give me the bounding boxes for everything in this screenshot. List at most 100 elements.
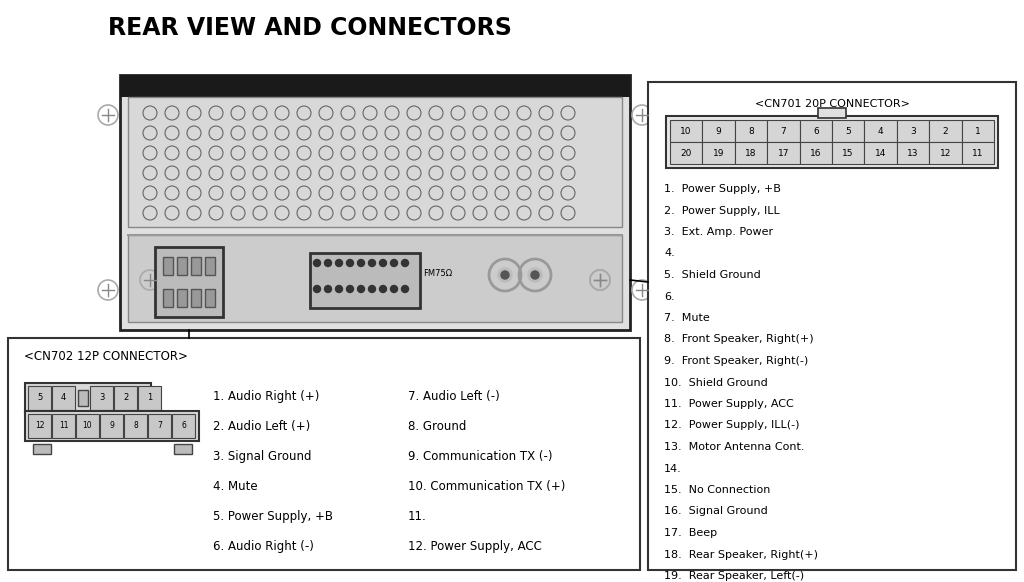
Text: 17.  Beep: 17. Beep [664,528,717,538]
Text: 13: 13 [907,148,919,158]
Circle shape [380,286,386,293]
Bar [735,142,767,164]
Text: 1.  Power Supply, +B: 1. Power Supply, +B [664,184,781,194]
Text: 6: 6 [181,421,186,431]
Text: 10. Communication TX (+): 10. Communication TX (+) [408,480,565,493]
Text: 14: 14 [874,148,887,158]
Bar [702,142,735,164]
Text: 5: 5 [846,126,851,136]
Bar [735,120,767,142]
Bar [767,142,800,164]
Text: 4.: 4. [664,249,675,258]
Text: 5.  Shield Ground: 5. Shield Ground [664,270,761,280]
Bar [90,386,114,410]
Text: 14.: 14. [664,463,682,474]
Bar [25,383,151,413]
Bar [25,411,199,441]
Circle shape [401,286,409,293]
Bar [52,386,75,410]
Bar [124,414,147,438]
Bar [191,257,201,275]
Circle shape [501,271,509,279]
Text: 7: 7 [780,126,786,136]
Bar [28,386,51,410]
Text: 11.: 11. [408,510,427,523]
Bar [177,257,187,275]
Bar [120,75,630,97]
Bar [818,108,846,118]
Text: 18.  Rear Speaker, Right(+): 18. Rear Speaker, Right(+) [664,549,818,559]
Bar [962,120,994,142]
Text: 12. Power Supply, ACC: 12. Power Supply, ACC [408,540,542,553]
Text: 5. Power Supply, +B: 5. Power Supply, +B [213,510,333,523]
Text: 9.  Front Speaker, Right(-): 9. Front Speaker, Right(-) [664,356,808,366]
Text: 1: 1 [975,126,981,136]
Bar [929,120,962,142]
Circle shape [325,260,332,267]
Text: 15.  No Connection: 15. No Connection [664,485,770,495]
Circle shape [369,260,376,267]
Text: 3.  Ext. Amp. Power: 3. Ext. Amp. Power [664,227,773,237]
Text: 17: 17 [777,148,790,158]
Text: 9: 9 [110,421,114,431]
Text: 11: 11 [58,421,69,431]
Text: 12: 12 [940,148,951,158]
Text: 7.  Mute: 7. Mute [664,313,710,323]
Bar [28,414,51,438]
Circle shape [346,286,353,293]
Bar [8,338,640,570]
Bar [864,120,897,142]
Circle shape [531,271,539,279]
Text: 11: 11 [972,148,983,158]
Bar [33,444,51,454]
Text: 6.: 6. [664,292,675,301]
Circle shape [357,260,365,267]
Text: 3: 3 [910,126,915,136]
Text: 12.  Power Supply, ILL(-): 12. Power Supply, ILL(-) [664,421,800,431]
Bar [120,75,630,330]
Bar [52,414,75,438]
Text: 10: 10 [681,126,692,136]
Bar [897,120,929,142]
Bar [702,120,735,142]
Bar [79,390,88,406]
Bar [666,116,998,168]
Bar [138,386,162,410]
Text: 1: 1 [147,393,153,403]
Bar [864,142,897,164]
Text: 8. Ground: 8. Ground [408,420,466,433]
Text: 8: 8 [749,126,754,136]
Bar [648,82,1016,570]
Circle shape [357,286,365,293]
Bar [205,257,215,275]
Bar [670,120,702,142]
Bar [670,142,702,164]
Text: 4: 4 [60,393,67,403]
Circle shape [325,286,332,293]
Circle shape [336,286,342,293]
Bar [148,414,171,438]
Bar [191,289,201,307]
Text: 12: 12 [35,421,44,431]
Circle shape [346,260,353,267]
Text: 4. Mute: 4. Mute [213,480,258,493]
Bar [205,289,215,307]
Bar [831,142,864,164]
Bar [115,386,137,410]
Text: 19.  Rear Speaker, Left(-): 19. Rear Speaker, Left(-) [664,571,804,581]
Text: 4: 4 [878,126,884,136]
Text: 16.  Signal Ground: 16. Signal Ground [664,506,768,516]
Circle shape [498,268,512,282]
Text: 13.  Motor Antenna Cont.: 13. Motor Antenna Cont. [664,442,805,452]
Text: 3: 3 [99,393,104,403]
Bar [174,444,193,454]
Circle shape [390,286,397,293]
Text: FM75Ω: FM75Ω [424,268,453,278]
Bar [800,120,831,142]
Text: 18: 18 [745,148,757,158]
Text: 19: 19 [713,148,724,158]
Text: 2: 2 [942,126,948,136]
Text: 6. Audio Right (-): 6. Audio Right (-) [213,540,314,553]
Bar [929,142,962,164]
Bar [310,253,420,308]
